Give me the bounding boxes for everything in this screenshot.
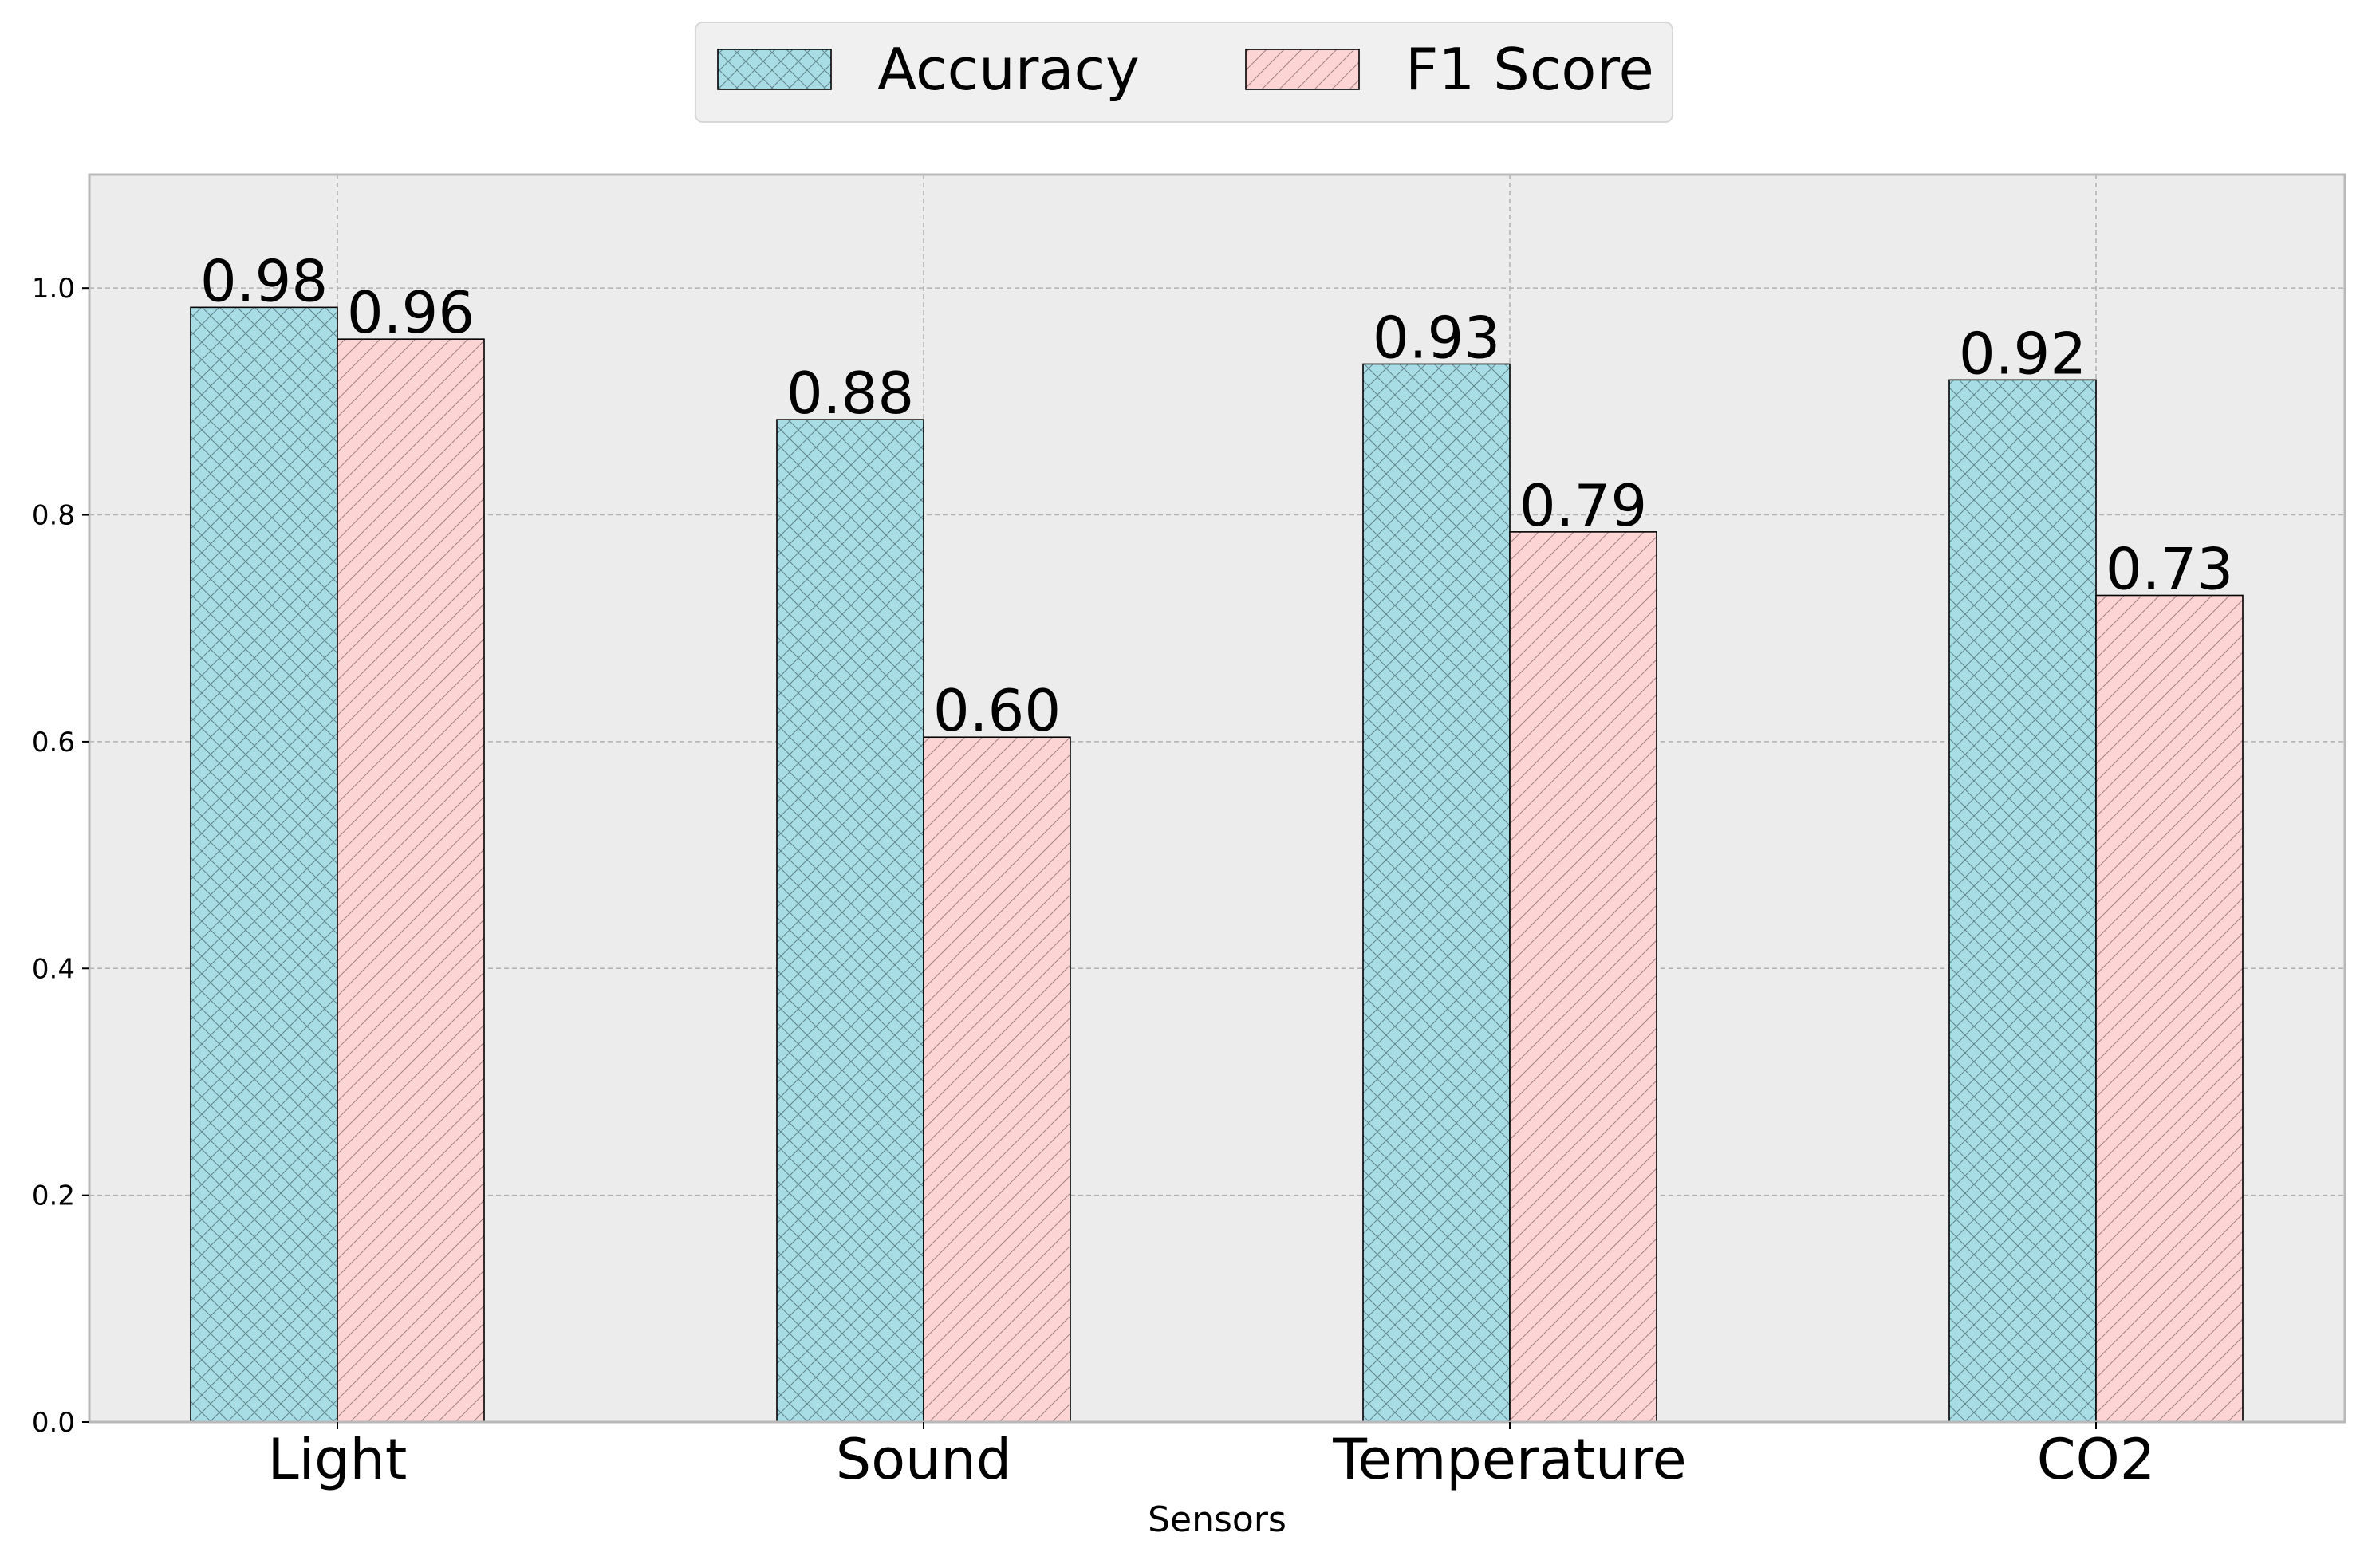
bar-f1-score	[2095, 594, 2244, 1423]
legend-label: F1 Score	[1405, 36, 1654, 103]
bar-value-label: 0.60	[933, 677, 1061, 744]
x-tick-label: CO2	[2037, 1427, 2156, 1492]
legend-swatch-outline	[717, 49, 832, 90]
legend-entry: Accuracy	[717, 36, 1140, 103]
legend-swatch-hatch	[1246, 49, 1359, 89]
x-axis-ticks: Light Sound Temperature CO2	[268, 1422, 2156, 1492]
bar-f1-score	[337, 338, 485, 1423]
bar-value-label: 0.93	[1373, 304, 1500, 371]
legend-box	[695, 22, 1673, 123]
bars	[190, 306, 2244, 1423]
legend-entry: F1 Score	[1245, 36, 1654, 103]
y-axis-ticks: 0.0 0.2 0.4 0.6 0.8 1.0	[32, 273, 89, 1439]
x-axis-title: Sensors	[1148, 1499, 1286, 1540]
x-tick-label: Temperature	[1332, 1427, 1686, 1492]
plot-frame	[88, 173, 2346, 1424]
legend-swatch-hatch	[718, 49, 831, 89]
y-tick-label: 0.2	[32, 1180, 75, 1212]
bar-accuracy	[190, 306, 338, 1423]
bar-hatch	[1363, 364, 1510, 1423]
y-tick-label: 0.4	[32, 953, 75, 985]
bar-value-label: 0.79	[1519, 472, 1647, 539]
y-tick-label: 0.6	[32, 727, 75, 758]
bar-hatch	[777, 420, 924, 1422]
bar-hatch	[924, 737, 1070, 1422]
data-labels: 0.98 0.88 0.93 0.92 0.96 0.60 0.79 0.73	[200, 247, 2233, 744]
bar-hatch	[1510, 531, 1657, 1422]
bar-hatch	[191, 307, 337, 1422]
bar-value-label: 0.88	[786, 360, 914, 427]
bar-hatch	[2096, 595, 2243, 1422]
bar-hatch	[1949, 380, 2096, 1422]
y-tick-label: 1.0	[32, 273, 75, 305]
bar-accuracy	[1362, 363, 1511, 1423]
bar-accuracy	[776, 419, 924, 1423]
bar-value-label: 0.73	[2106, 535, 2233, 602]
x-tick-label: Sound	[836, 1427, 1011, 1492]
y-tick-label: 0.8	[32, 500, 75, 532]
legend: Accuracy F1 Score	[695, 22, 1673, 123]
bar-accuracy	[1948, 379, 2097, 1423]
bar-value-label: 0.96	[347, 279, 475, 346]
bar-f1-score	[1509, 531, 1657, 1423]
legend-label: Accuracy	[877, 36, 1140, 103]
bar-value-label: 0.92	[1959, 320, 2086, 387]
bar-hatch	[337, 339, 484, 1423]
x-tick-label: Light	[268, 1427, 408, 1492]
bar-f1-score	[923, 736, 1071, 1423]
bar-value-label: 0.98	[200, 247, 328, 314]
y-tick-label: 0.0	[32, 1407, 75, 1439]
legend-swatch-outline	[1245, 49, 1360, 90]
